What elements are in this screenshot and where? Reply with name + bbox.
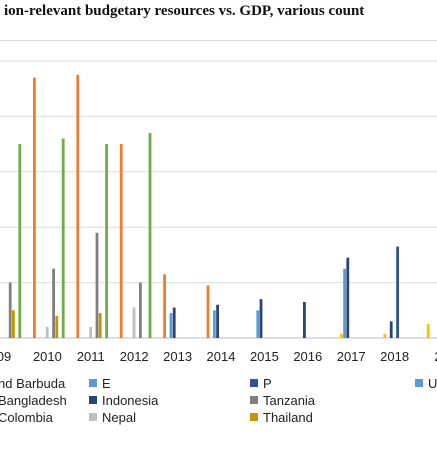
x-tick-label: 2010 (33, 349, 62, 364)
bar-bangladesh-2013 (163, 274, 166, 338)
legend-label: Thailand (263, 410, 313, 425)
bar-nepal-2012 (132, 307, 136, 338)
bar-nepal-2011 (89, 326, 92, 338)
x-tick-label: 2013 (163, 349, 192, 364)
bar-p-2018 (396, 246, 399, 338)
bar-series-10-2010 (61, 138, 65, 338)
bar-e-2013 (169, 313, 173, 338)
bar-e-2015 (256, 310, 260, 338)
bar-series-10-2012 (148, 133, 152, 338)
bar-indonesia-2018 (389, 321, 393, 338)
bar-indonesia-2014 (216, 304, 219, 338)
legend-label: nd Barbuda (0, 376, 66, 391)
bar-colombia-2017 (340, 333, 343, 338)
chart-area: 09 2010 2011 2012 2013 2014 2015 2016 2017 2018 2 n… (0, 40, 437, 462)
legend-swatch (89, 396, 97, 404)
legend-swatch (250, 396, 258, 404)
bar-indonesia-2013 (172, 307, 176, 338)
bar-tanzania-2010 (52, 268, 55, 338)
bar-thailand-2011 (98, 313, 102, 338)
legend-swatch (89, 379, 97, 387)
bar-colombia-2018 (383, 333, 387, 338)
bar-bangladesh-2014 (206, 285, 210, 338)
x-tick-label: 2011 (77, 349, 105, 364)
legend-label: Tanzania (263, 393, 316, 408)
bar-nepal-2010 (45, 326, 49, 338)
bar-indonesia-2016 (303, 301, 306, 338)
x-tick-label: 2012 (120, 349, 149, 364)
bar-tanzania-09 (8, 282, 12, 338)
legend-swatch (415, 379, 423, 387)
legend-label: P (263, 376, 272, 391)
legend-label: Indonesia (102, 393, 159, 408)
bar-bangladesh-2011 (76, 74, 80, 338)
x-tick-label: 2016 (293, 349, 322, 364)
bar-series-10-2011 (105, 144, 108, 338)
x-tick-label: 2 (434, 349, 437, 364)
x-tick-label: 2018 (380, 349, 409, 364)
legend-label: Bangladesh (0, 393, 67, 408)
bar-tanzania-2012 (139, 282, 142, 338)
bar-thailand-2010 (55, 315, 59, 338)
legend-label: Colombia (0, 410, 54, 425)
legend-label: U (428, 376, 437, 391)
bar-e-2014 (213, 310, 216, 338)
bar-bangladesh-2010 (33, 77, 36, 338)
bar-bangladesh-2012 (119, 144, 123, 338)
bar-e-2017 (343, 268, 346, 338)
x-tick-label: 2017 (337, 349, 366, 364)
legend-label: E (102, 376, 111, 391)
legend-swatch (89, 413, 97, 421)
x-tick-label: 2014 (207, 349, 236, 364)
bar-tanzania-2011 (95, 232, 99, 338)
bar-thailand-09 (12, 310, 15, 338)
x-tick-label: 2015 (250, 349, 279, 364)
legend-label: Nepal (102, 410, 136, 425)
x-tick-label: 09 (0, 349, 11, 364)
bar-indonesia-2015 (259, 299, 263, 338)
legend-swatch (250, 379, 258, 387)
bar-chart: 09 2010 2011 2012 2013 2014 2015 2016 2017 2018 2 n… (0, 60, 437, 425)
bar-series-10-09 (18, 144, 22, 338)
bar-indonesia-2017 (346, 257, 350, 338)
bar-colombia-2 (426, 324, 430, 338)
chart-title: ion-relevant budgetary resources vs. GDP… (4, 3, 365, 19)
legend-swatch (250, 413, 258, 421)
